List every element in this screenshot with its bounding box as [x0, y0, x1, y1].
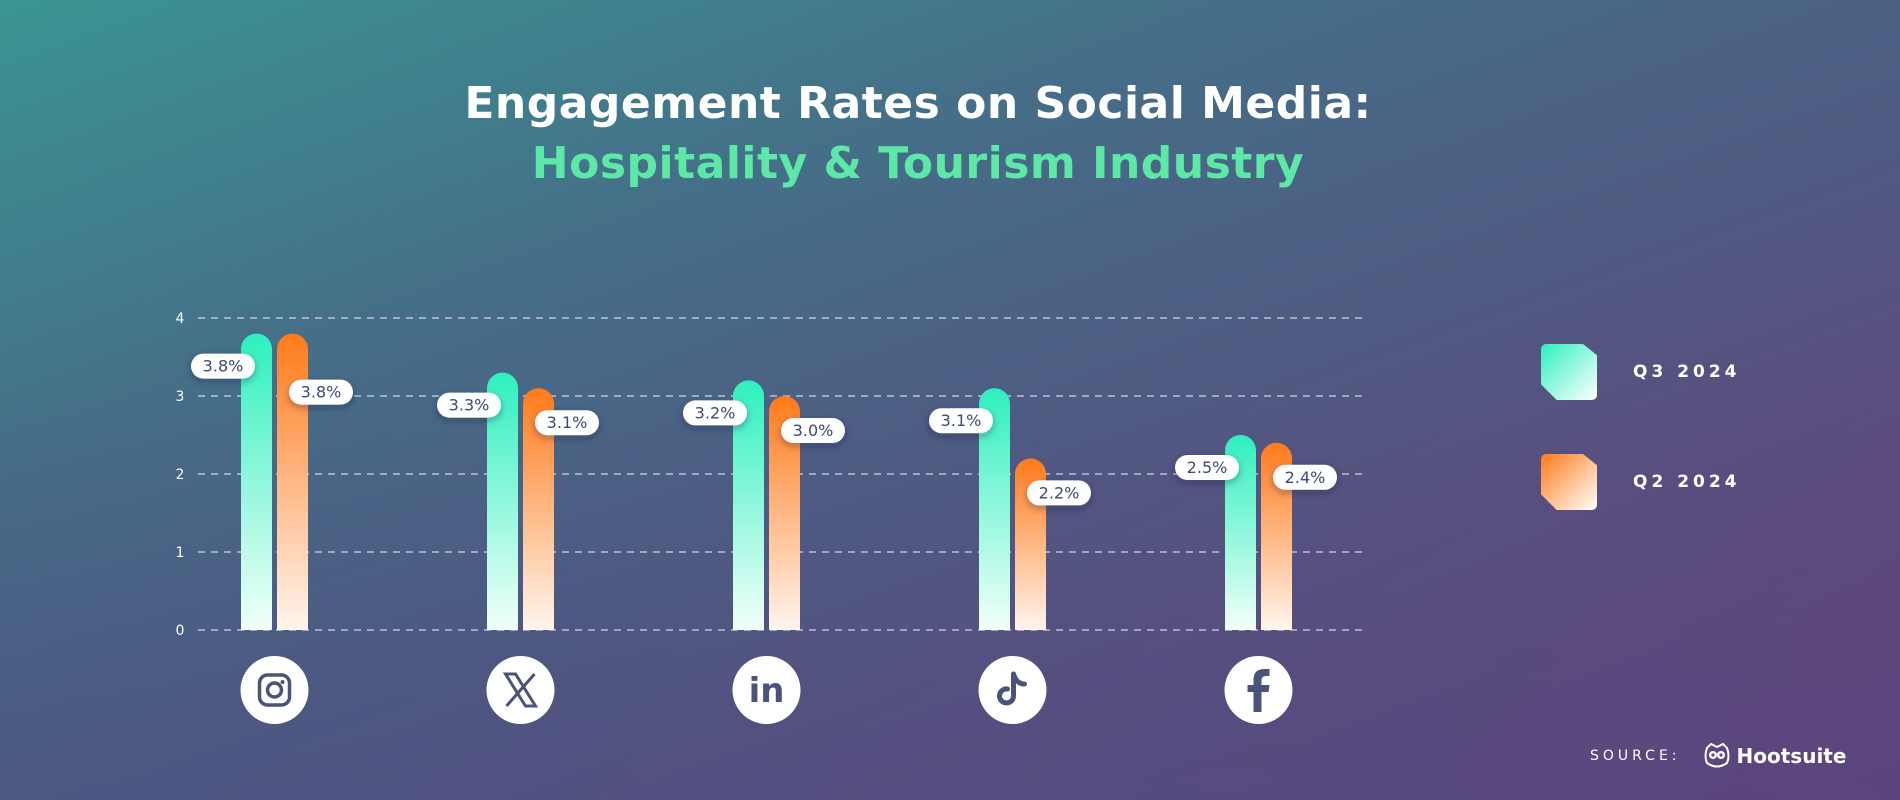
legend-item-q3: Q3 2024: [1541, 344, 1741, 400]
instagram-dot: [280, 680, 285, 684]
data-label-pill: [191, 353, 255, 379]
data-label: 3.2%: [683, 400, 747, 426]
icon-circle: [732, 656, 801, 724]
data-label-pill: [1175, 455, 1239, 480]
data-label: 2.4%: [1273, 464, 1337, 490]
linkedin-glyph: in: [749, 671, 785, 711]
facebook-glyph: [1247, 669, 1270, 712]
data-label-text: 2.5%: [1187, 458, 1228, 477]
chart-subtitle: Hospitality & Tourism Industry: [531, 138, 1305, 189]
y-tick-label: 3: [176, 389, 185, 405]
x-glyph-stroke: [505, 673, 536, 707]
source-label: SOURCE:: [1590, 748, 1681, 764]
data-label-pill: [683, 400, 747, 426]
data-label-text: 3.8%: [301, 383, 342, 402]
data-label: 3.8%: [289, 379, 353, 405]
data-label-text: 3.1%: [941, 411, 982, 430]
data-label-pill: [535, 410, 599, 436]
bar-q2-2024: [769, 396, 800, 630]
legend-swatch: [1541, 344, 1597, 400]
owl-logo-icon: [1704, 742, 1730, 768]
data-label-text: 3.1%: [547, 413, 588, 432]
bar-q3-2024: [979, 388, 1010, 630]
data-label-text: 2.2%: [1039, 483, 1080, 502]
data-label-text: 3.8%: [203, 357, 244, 376]
tiktok-icon: [978, 656, 1047, 724]
data-label-text: 2.4%: [1285, 468, 1326, 487]
data-label-pill: [1027, 480, 1091, 506]
bar-q2-2024: [523, 388, 554, 630]
legend-label: Q3 2024: [1633, 362, 1741, 382]
legend-swatch: [1541, 454, 1597, 510]
chart-title: Engagement Rates on Social Media:: [464, 78, 1372, 129]
instagram-lens: [265, 681, 284, 699]
source-brand: Hootsuite: [1736, 744, 1847, 768]
data-label: 2.5%: [1175, 455, 1239, 480]
data-label-pill: [289, 379, 353, 405]
data-label-pill: [929, 408, 993, 434]
data-label: 3.1%: [929, 408, 993, 434]
y-tick-label: 4: [176, 311, 185, 327]
data-label: 3.8%: [191, 353, 255, 379]
data-label-pill: [781, 418, 845, 443]
instagram-glyph: [257, 673, 292, 707]
bar-q3-2024: [1225, 435, 1256, 630]
data-label: 3.1%: [535, 410, 599, 436]
data-label: 3.3%: [437, 392, 501, 418]
linkedin-icon: in: [732, 656, 801, 724]
y-tick-label: 1: [176, 545, 185, 561]
legend-label: Q2 2024: [1633, 472, 1741, 492]
icon-circle: [240, 656, 309, 724]
data-label-text: 3.3%: [449, 396, 490, 415]
y-tick-label: 0: [176, 623, 185, 639]
x-glyph: [502, 672, 539, 708]
y-tick-label: 2: [176, 467, 185, 483]
data-label-pill: [1273, 464, 1337, 490]
data-label-pill: [437, 392, 501, 418]
data-label: 3.0%: [781, 418, 845, 443]
bar-q3-2024: [487, 372, 518, 630]
bar-q3-2024: [241, 333, 272, 630]
x-icon: [486, 656, 555, 724]
tiktok-glyph: [997, 671, 1027, 706]
legend-item-q2: Q2 2024: [1541, 454, 1741, 510]
bar-q2-2024: [277, 333, 308, 630]
data-label: 2.2%: [1027, 480, 1091, 506]
instagram-icon: [240, 656, 309, 724]
data-label-text: 3.0%: [793, 421, 834, 440]
data-label-text: 3.2%: [695, 403, 736, 422]
bar-q3-2024: [733, 380, 764, 630]
source: SOURCE: Hootsuite: [1590, 742, 1846, 770]
facebook-icon: [1224, 656, 1293, 724]
